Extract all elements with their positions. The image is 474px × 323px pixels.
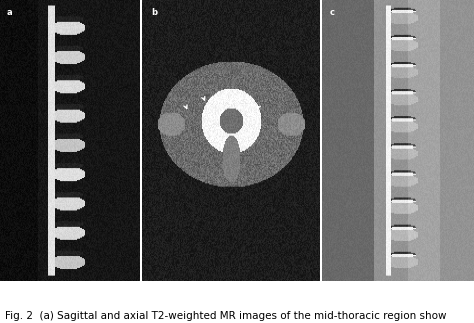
Text: c: c xyxy=(330,8,335,17)
Text: a: a xyxy=(7,8,13,17)
Text: Fig. 2  (a) Sagittal and axial T2-weighted MR images of the mid-thoracic region : Fig. 2 (a) Sagittal and axial T2-weighte… xyxy=(5,311,446,321)
Text: b: b xyxy=(151,8,157,17)
